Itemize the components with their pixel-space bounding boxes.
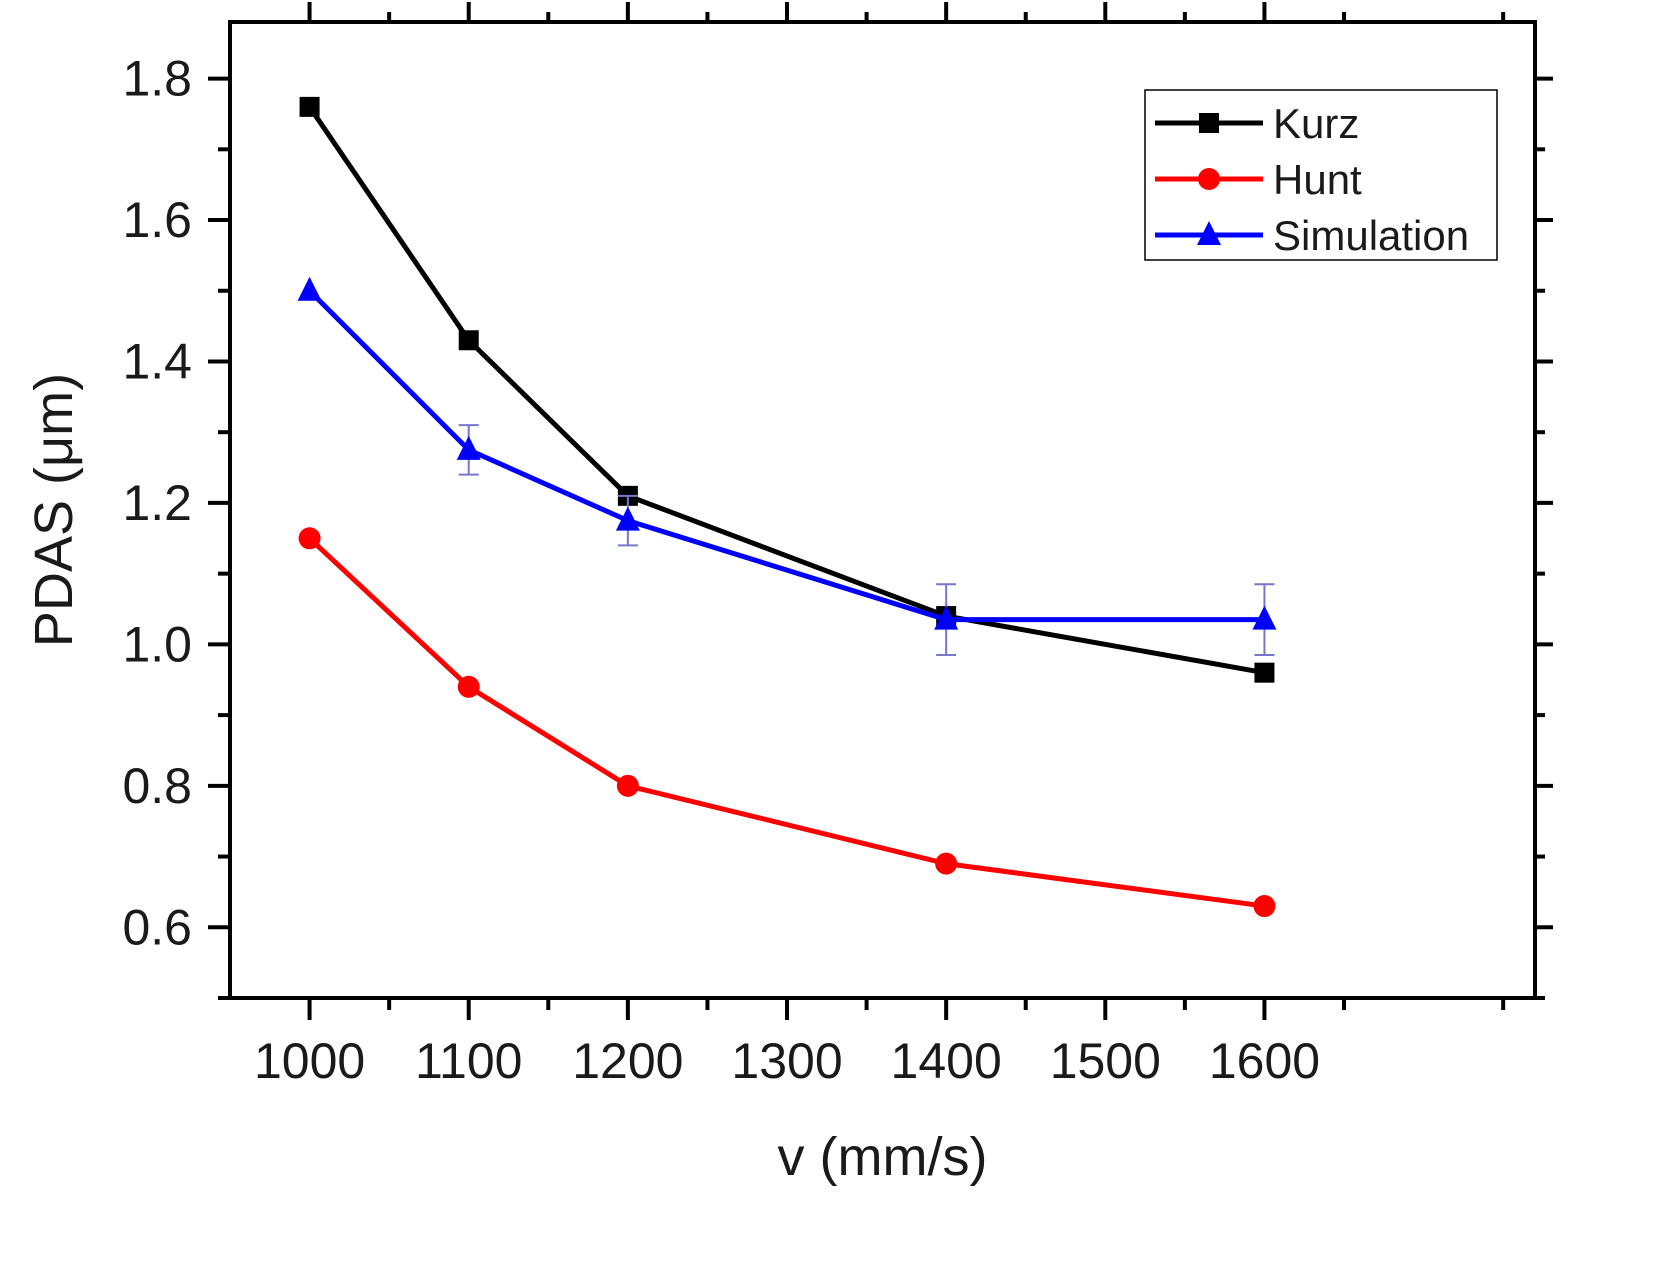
y-tick-label: 0.8 (122, 758, 192, 814)
y-axis-ticks: 0.6 0.8 1.0 1.2 1.4 1.6 1.8 (122, 51, 1553, 1000)
x-tick-label: 1300 (731, 1033, 842, 1089)
series-line-hunt (307, 536, 1265, 909)
legend-label-hunt: Hunt (1273, 156, 1362, 203)
data-point-simulation (1252, 605, 1277, 630)
y-tick-label: 1.0 (122, 616, 192, 672)
x-axis-ticks: 1000 1100 1200 1300 1400 1500 1600 (254, 2, 1506, 1089)
x-axis-title: v (mm/s) (778, 1127, 988, 1187)
y-tick-label: 0.6 (122, 899, 192, 955)
legend: Kurz Hunt Simulation (1144, 89, 1498, 261)
series-kurz (299, 96, 1275, 683)
legend-label-simulation: Simulation (1273, 212, 1469, 259)
data-point-simulation (615, 506, 640, 531)
x-tick-label: 1000 (254, 1033, 365, 1089)
data-point-hunt (616, 774, 639, 797)
y-tick-label: 1.6 (122, 192, 192, 248)
series-simulation (297, 276, 1277, 656)
y-tick-label: 1.2 (122, 475, 192, 531)
y-tick-label: 1.4 (122, 333, 192, 389)
x-tick-label: 1100 (415, 1033, 523, 1089)
legend-label-kurz: Kurz (1273, 100, 1359, 147)
plot-frame (228, 20, 1537, 1000)
legend-marker-hunt (1198, 168, 1220, 190)
series-line-kurz (307, 105, 1265, 676)
x-tick-label: 1600 (1209, 1033, 1320, 1089)
data-point-hunt (935, 852, 958, 875)
data-point-simulation (456, 435, 481, 460)
x-tick-label: 1500 (1050, 1033, 1161, 1089)
data-point-hunt (298, 527, 321, 550)
series-layer (297, 96, 1277, 918)
series-hunt (298, 527, 1276, 918)
data-point-simulation (934, 605, 959, 630)
data-point-hunt (457, 675, 480, 698)
data-point-kurz (1254, 662, 1275, 683)
data-point-kurz (299, 96, 320, 117)
x-tick-label: 1400 (891, 1033, 1002, 1089)
data-point-hunt (1253, 895, 1276, 918)
legend-marker-kurz (1199, 113, 1219, 133)
y-axis-title: PDAS (μm) (24, 373, 84, 647)
y-tick-label: 1.8 (122, 51, 192, 107)
series-line-simulation (307, 288, 1265, 623)
legend-marker-simulation (1197, 221, 1221, 245)
data-point-simulation (297, 276, 322, 301)
x-tick-label: 1200 (572, 1033, 683, 1089)
data-point-kurz (458, 330, 479, 351)
